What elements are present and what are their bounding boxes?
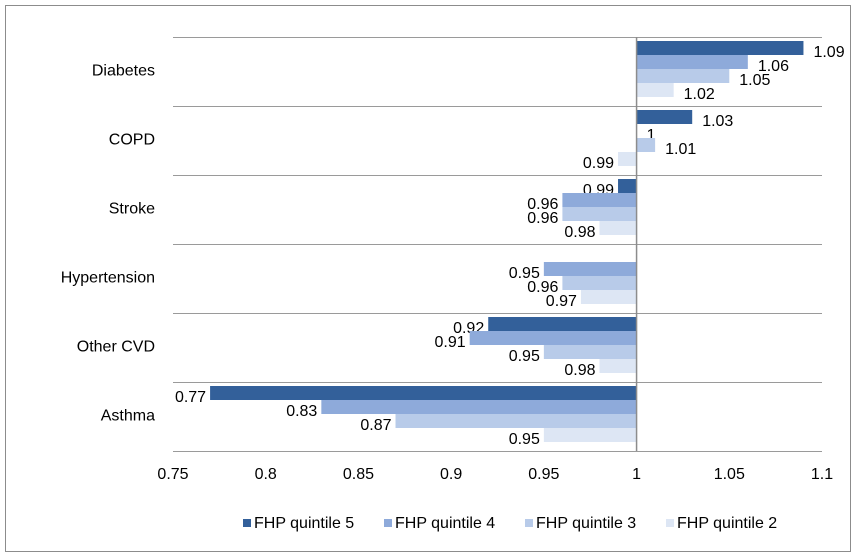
data-label: 0.95 [509,348,540,365]
x-tick-label: 0.8 [255,466,277,483]
bar [543,428,637,442]
legend-label: FHP quintile 3 [536,515,636,532]
bar [636,69,730,83]
data-label: 0.99 [583,155,614,172]
data-label: 1.06 [758,58,789,75]
bar [395,414,637,428]
data-label: 0.77 [175,389,206,406]
legend-swatch [384,519,392,527]
data-label: 1.09 [813,44,844,61]
legend-label: FHP quintile 2 [677,515,777,532]
legend-swatch [525,519,533,527]
x-tick-label: 0.85 [343,466,374,483]
bar [469,331,637,345]
bar [562,207,637,221]
bar [618,179,637,193]
legend-swatch [666,519,674,527]
data-label: 1.05 [739,72,770,89]
data-label: 0.96 [527,210,558,227]
data-label: 0.98 [564,362,595,379]
bar [488,317,637,331]
bar [636,138,656,152]
data-label: 1.02 [684,86,715,103]
data-label: 0.91 [435,334,466,351]
y-tick-label: Hypertension [61,270,155,287]
data-label: 0.97 [546,293,577,310]
bar [562,276,637,290]
x-tick-label: 0.9 [440,466,462,483]
y-tick-label: Other CVD [77,339,155,356]
bar [562,193,637,207]
bar [636,55,748,69]
x-tick-label: 1.05 [714,466,745,483]
y-tick-label: COPD [109,132,155,149]
y-tick-label: Stroke [109,201,155,218]
data-label: 0.95 [509,265,540,282]
data-label: 0.95 [509,431,540,448]
x-tick-label: 1.1 [811,466,833,483]
y-tick-label: Asthma [101,408,155,425]
legend-label: FHP quintile 4 [395,515,495,532]
bar [321,400,637,414]
data-label: 0.87 [360,417,391,434]
bar [599,221,637,235]
bar [618,152,637,166]
bar [580,290,637,304]
legend-label: FHP quintile 5 [254,515,354,532]
bar [543,262,637,276]
bar [543,345,637,359]
bar [210,386,637,400]
bar [599,359,637,373]
data-label: 0.98 [564,224,595,241]
x-tick-label: 0.95 [528,466,559,483]
data-label: 1.01 [665,141,696,158]
bar [636,110,693,124]
chart-frame [5,5,851,552]
data-label: 1.03 [702,113,733,130]
data-label: 0.96 [527,196,558,213]
bar [636,41,804,55]
data-label: 0.96 [527,279,558,296]
x-tick-label: 1 [632,466,641,483]
x-tick-label: 0.75 [157,466,188,483]
legend-swatch [243,519,251,527]
data-label: 1 [647,127,656,144]
data-label: 0.83 [286,403,317,420]
y-tick-label: Diabetes [92,63,155,80]
bar [636,83,674,97]
